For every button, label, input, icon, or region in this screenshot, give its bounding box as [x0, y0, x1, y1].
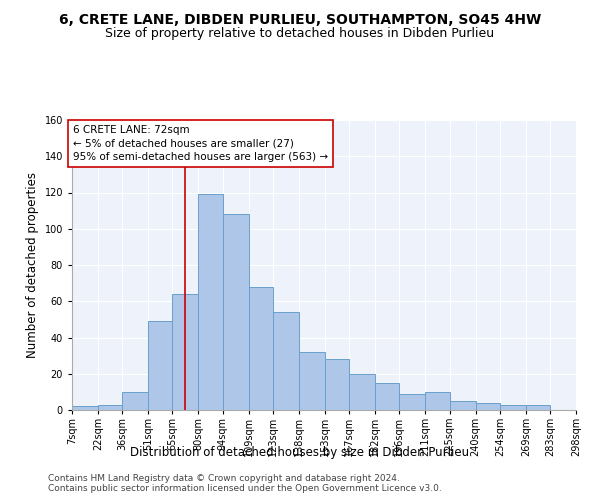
Text: Contains HM Land Registry data © Crown copyright and database right 2024.: Contains HM Land Registry data © Crown c…	[48, 474, 400, 483]
Bar	[172, 294, 199, 410]
Bar	[98, 404, 122, 410]
Bar	[349, 374, 375, 410]
Bar	[375, 383, 400, 410]
Bar	[248, 287, 273, 410]
Text: Contains public sector information licensed under the Open Government Licence v3: Contains public sector information licen…	[48, 484, 442, 493]
Text: 6, CRETE LANE, DIBDEN PURLIEU, SOUTHAMPTON, SO45 4HW: 6, CRETE LANE, DIBDEN PURLIEU, SOUTHAMPT…	[59, 12, 541, 26]
Text: 6 CRETE LANE: 72sqm
← 5% of detached houses are smaller (27)
95% of semi-detache: 6 CRETE LANE: 72sqm ← 5% of detached hou…	[73, 126, 328, 162]
Bar	[400, 394, 425, 410]
Bar	[72, 406, 98, 410]
Bar	[500, 404, 526, 410]
Bar	[299, 352, 325, 410]
Bar	[199, 194, 223, 410]
Bar	[425, 392, 449, 410]
Text: Size of property relative to detached houses in Dibden Purlieu: Size of property relative to detached ho…	[106, 28, 494, 40]
Bar	[122, 392, 148, 410]
Y-axis label: Number of detached properties: Number of detached properties	[26, 172, 39, 358]
Bar	[148, 321, 172, 410]
Bar	[273, 312, 299, 410]
Bar	[325, 359, 349, 410]
Bar	[526, 404, 550, 410]
Bar	[223, 214, 248, 410]
Text: Distribution of detached houses by size in Dibden Purlieu: Distribution of detached houses by size …	[130, 446, 470, 459]
Bar	[449, 401, 476, 410]
Bar	[476, 403, 500, 410]
